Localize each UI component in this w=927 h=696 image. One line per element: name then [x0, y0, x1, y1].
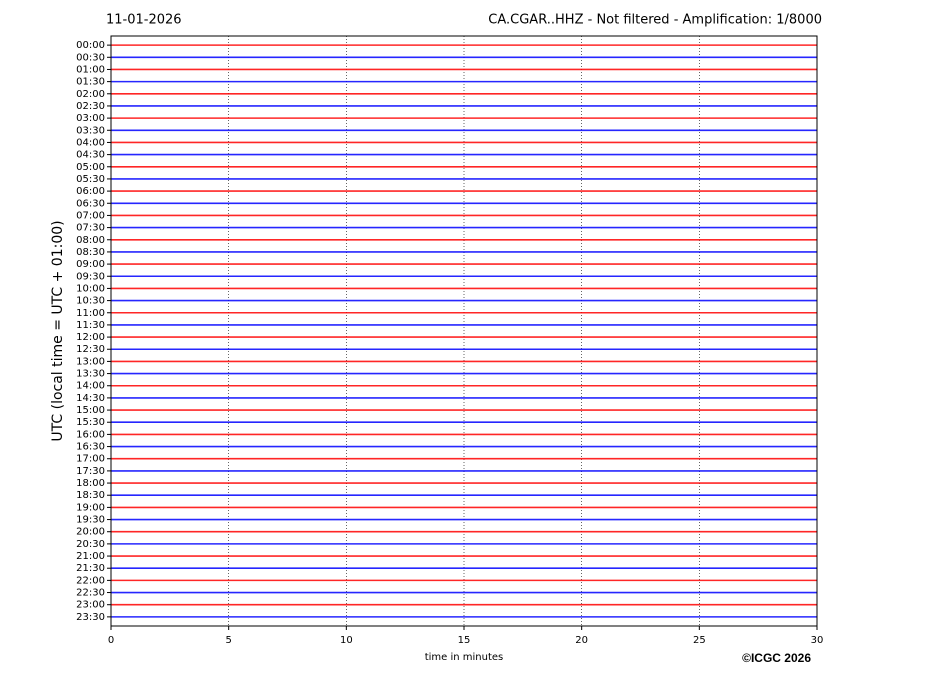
y-tick-label: 12:00 [76, 332, 105, 343]
y-tick-label: 18:30 [76, 490, 105, 501]
plot-frame [110, 35, 818, 627]
y-tick-label: 22:30 [76, 588, 105, 599]
y-tick-label: 04:30 [76, 150, 105, 161]
x-tick-label: 20 [575, 635, 588, 646]
y-tick-label: 11:00 [76, 308, 105, 319]
y-tick-label: 10:00 [76, 283, 105, 294]
x-axis-label: time in minutes [425, 652, 504, 663]
y-tick-label: 12:30 [76, 344, 105, 355]
y-tick-label: 19:30 [76, 515, 105, 526]
y-tick-label: 23:30 [76, 612, 105, 623]
y-tick-label: 16:00 [76, 429, 105, 440]
y-tick-label: 01:30 [76, 77, 105, 88]
y-tick-label: 14:30 [76, 393, 105, 404]
y-tick-label: 20:00 [76, 527, 105, 538]
y-tick-label: 02:30 [76, 101, 105, 112]
y-tick-label: 04:00 [76, 137, 105, 148]
y-tick-label: 23:00 [76, 600, 105, 611]
y-tick-label: 00:30 [76, 52, 105, 63]
y-tick-label: 06:30 [76, 198, 105, 209]
chart-title: CA.CGAR..HHZ - Not filtered - Amplificat… [488, 13, 822, 28]
y-tick-label: 19:00 [76, 502, 105, 513]
y-tick-label: 16:30 [76, 442, 105, 453]
y-tick-label: 10:30 [76, 296, 105, 307]
y-tick-label: 02:00 [76, 89, 105, 100]
y-tick-label: 09:30 [76, 271, 105, 282]
y-tick-label: 18:00 [76, 478, 105, 489]
x-tick-label: 15 [458, 635, 471, 646]
y-tick-label: 22:00 [76, 575, 105, 586]
chart-date: 11-01-2026 [106, 13, 182, 28]
y-tick-label: 21:00 [76, 551, 105, 562]
x-tick-label: 10 [340, 635, 353, 646]
copyright: ©ICGC 2026 [742, 651, 811, 665]
y-tick-label: 08:30 [76, 247, 105, 258]
x-tick-label: 25 [693, 635, 706, 646]
y-tick-label: 07:00 [76, 210, 105, 221]
y-tick-label: 17:00 [76, 454, 105, 465]
y-tick-label: 03:30 [76, 125, 105, 136]
y-tick-label: 13:30 [76, 369, 105, 380]
y-tick-label: 06:00 [76, 186, 105, 197]
y-tick-label: 05:30 [76, 174, 105, 185]
y-tick-label: 20:30 [76, 539, 105, 550]
x-tick-label: 5 [225, 635, 231, 646]
y-tick-label: 03:00 [76, 113, 105, 124]
x-tick-label: 0 [108, 635, 114, 646]
y-tick-label: 14:00 [76, 381, 105, 392]
y-axis-label: UTC (local time = UTC + 01:00) [50, 220, 66, 441]
y-tick-label: 21:30 [76, 563, 105, 574]
y-tick-label: 13:00 [76, 356, 105, 367]
y-tick-label: 05:00 [76, 162, 105, 173]
y-tick-label: 15:30 [76, 417, 105, 428]
y-tick-label: 07:30 [76, 223, 105, 234]
y-tick-label: 17:30 [76, 466, 105, 477]
x-tick-label: 30 [811, 635, 824, 646]
y-tick-label: 15:00 [76, 405, 105, 416]
y-tick-label: 00:00 [76, 40, 105, 51]
y-tick-label: 01:00 [76, 64, 105, 75]
y-tick-label: 11:30 [76, 320, 105, 331]
y-tick-label: 09:00 [76, 259, 105, 270]
y-tick-label: 08:00 [76, 235, 105, 246]
